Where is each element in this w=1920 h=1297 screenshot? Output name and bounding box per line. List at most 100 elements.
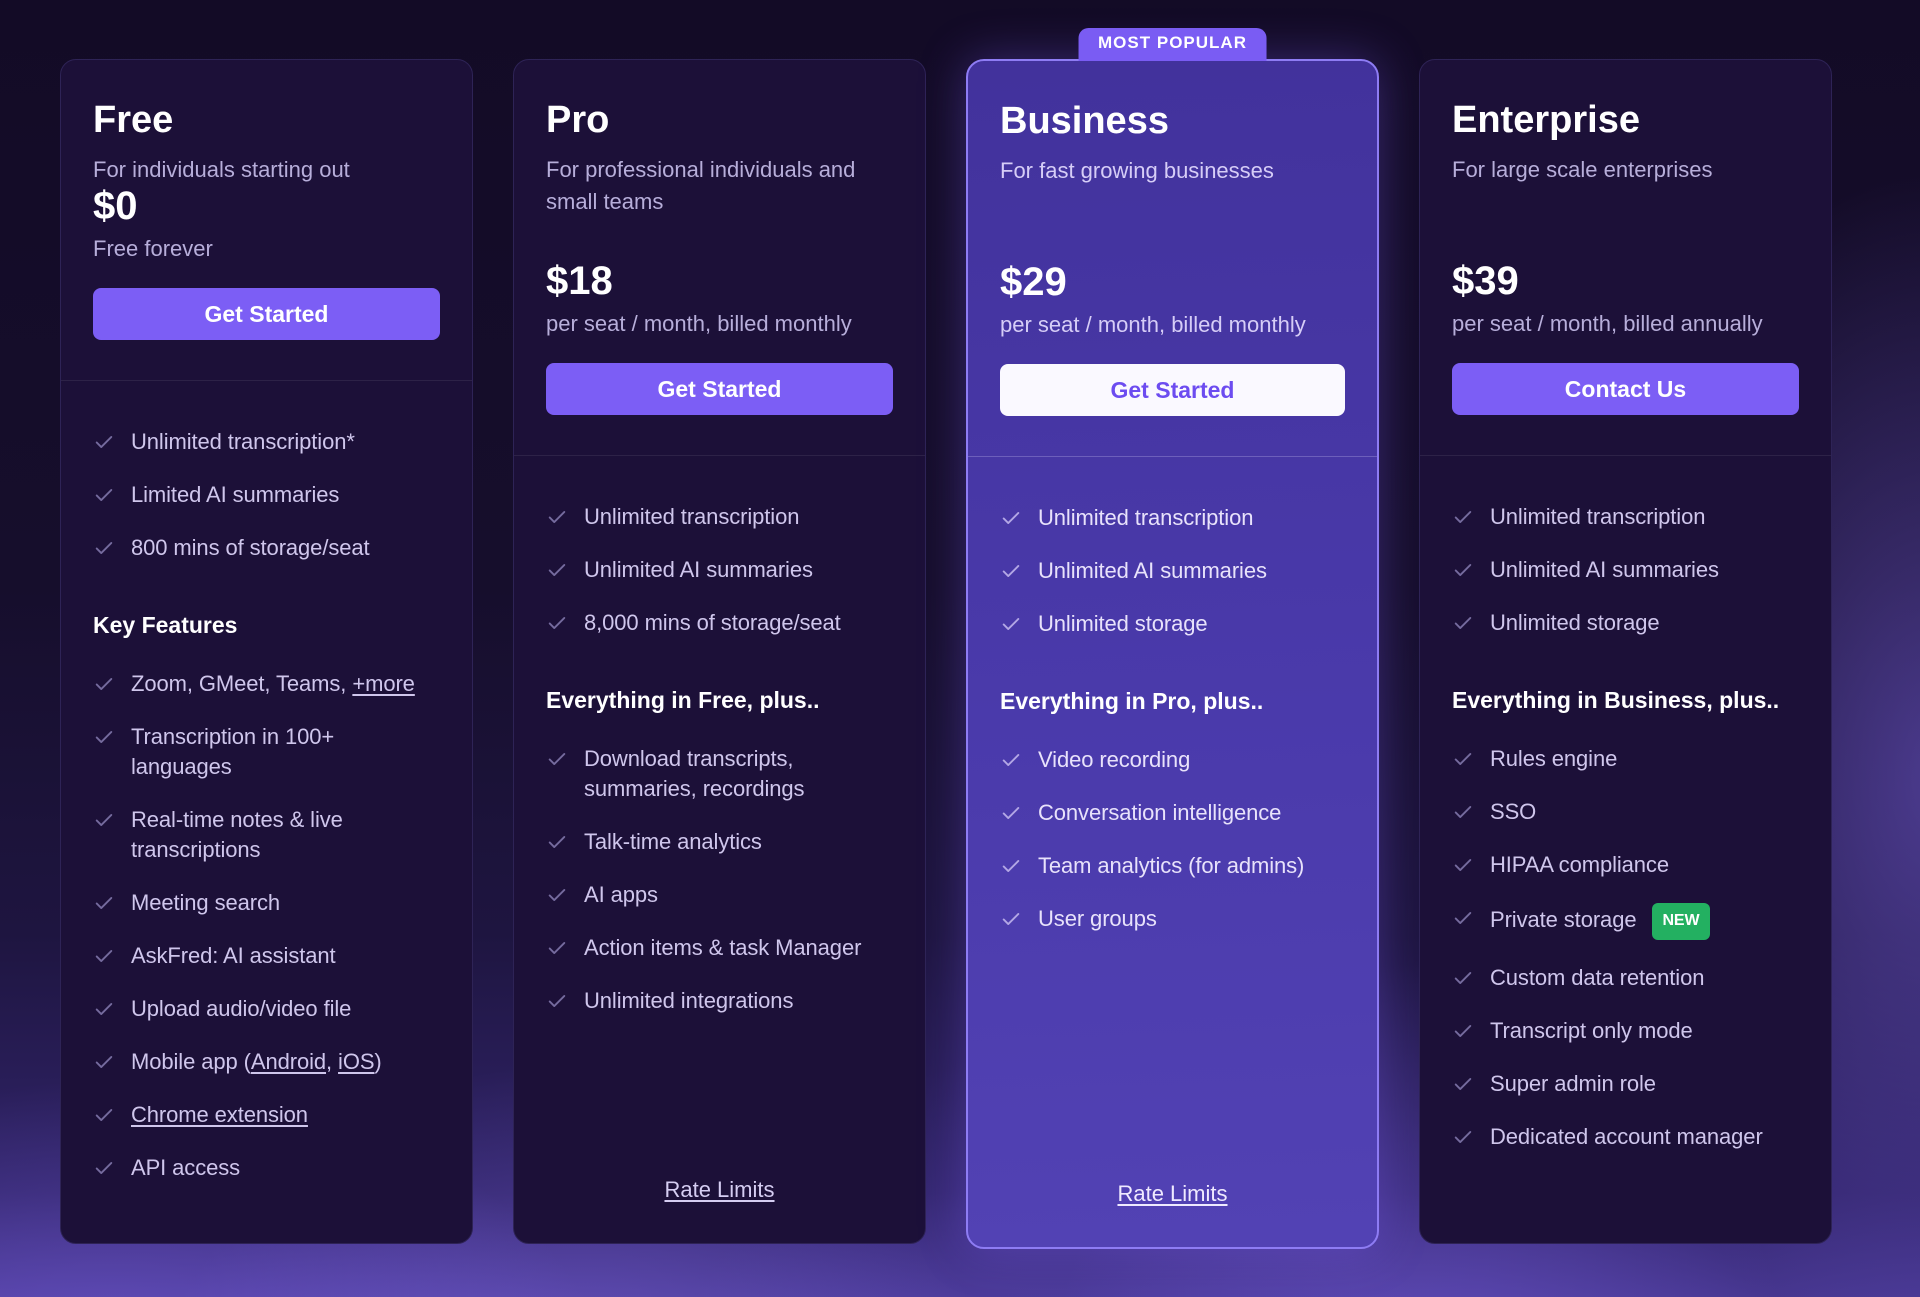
check-icon <box>1454 1025 1472 1037</box>
feature-list-business: Unlimited transcription Unlimited AI sum… <box>968 456 1377 1247</box>
check-icon <box>95 950 113 962</box>
feature-row: Chrome extension <box>93 1100 440 1130</box>
android-app-link[interactable]: Android <box>250 1049 327 1074</box>
get-started-button[interactable]: Get Started <box>1000 364 1345 416</box>
feature-row: Action items & task Manager <box>546 933 893 963</box>
feature-label-part: , <box>326 1049 339 1074</box>
feature-label: Rules engine <box>1490 746 1618 771</box>
chrome-extension-link[interactable]: Chrome extension <box>131 1102 308 1127</box>
check-icon <box>95 1003 113 1015</box>
feature-row: Unlimited transcription <box>1452 502 1799 532</box>
feature-list-enterprise: Unlimited transcription Unlimited AI sum… <box>1420 455 1831 1243</box>
feature-row: Unlimited storage <box>1452 608 1799 638</box>
feature-label: AI apps <box>584 882 658 907</box>
pricing-card-pro: Pro For professional individuals and sma… <box>513 59 926 1244</box>
feature-row: 800 mins of storage/seat <box>93 533 440 563</box>
get-started-button[interactable]: Get Started <box>93 288 440 340</box>
feature-label: Unlimited AI summaries <box>584 557 813 582</box>
check-icon <box>95 678 113 690</box>
feature-row: Meeting search <box>93 888 440 918</box>
feature-label: HIPAA compliance <box>1490 852 1669 877</box>
feature-row: Zoom, GMeet, Teams, +more <box>93 669 440 699</box>
feature-row: Unlimited transcription <box>546 502 893 532</box>
feature-row: Download transcripts, summaries, recordi… <box>546 744 893 804</box>
new-badge: NEW <box>1652 903 1710 940</box>
check-icon <box>1002 913 1020 925</box>
feature-label: Upload audio/video file <box>131 996 352 1021</box>
check-icon <box>1002 807 1020 819</box>
feature-row: Mobile app (Android, iOS) <box>93 1047 440 1077</box>
check-icon <box>548 753 566 765</box>
feature-label: Limited AI summaries <box>131 482 340 507</box>
check-icon <box>95 814 113 826</box>
feature-label: Unlimited transcription <box>584 504 800 529</box>
more-platforms-link[interactable]: +more <box>352 671 415 696</box>
section-heading: Everything in Business, plus.. <box>1452 687 1780 713</box>
check-icon <box>1454 753 1472 765</box>
feature-label: Dedicated account manager <box>1490 1124 1763 1149</box>
feature-row: Real-time notes & live transcriptions <box>93 805 440 865</box>
check-icon <box>1002 860 1020 872</box>
feature-label: Private storage NEW <box>1490 903 1710 940</box>
check-icon <box>1002 754 1020 766</box>
check-icon <box>95 1109 113 1121</box>
plan-title: Business <box>1000 100 1169 142</box>
check-icon <box>95 731 113 743</box>
feature-label: Zoom, GMeet, Teams, +more <box>131 669 415 699</box>
feature-row: Unlimited AI summaries <box>1452 555 1799 585</box>
feature-row: Conversation intelligence <box>1000 798 1345 828</box>
section-heading: Everything in Pro, plus.. <box>1000 688 1264 714</box>
check-icon <box>1454 1131 1472 1143</box>
feature-label: Meeting search <box>131 890 281 915</box>
plan-billing: Free forever <box>93 236 213 261</box>
plan-price: $29 <box>1000 260 1067 304</box>
feature-label: Video recording <box>1038 747 1191 772</box>
feature-label: Unlimited transcription* <box>131 429 355 454</box>
feature-label: Transcript only mode <box>1490 1018 1693 1043</box>
feature-row: Super admin role <box>1452 1069 1799 1099</box>
plan-description: For individuals starting out <box>93 157 350 182</box>
feature-list-pro: Unlimited transcription Unlimited AI sum… <box>514 455 925 1243</box>
feature-row: Rules engine <box>1452 744 1799 774</box>
feature-label: User groups <box>1038 906 1157 931</box>
plan-title: Pro <box>546 99 610 141</box>
feature-row: SSO <box>1452 797 1799 827</box>
plan-price: $18 <box>546 259 613 303</box>
plan-billing: per seat / month, billed monthly <box>1000 312 1306 337</box>
feature-row: Unlimited integrations <box>546 986 893 1016</box>
feature-label: 800 mins of storage/seat <box>131 535 370 560</box>
section-heading: Key Features <box>93 612 238 638</box>
pricing-cards: Free For individuals starting out $0 Fre… <box>60 28 1832 1249</box>
feature-row: Custom data retention <box>1452 963 1799 993</box>
plan-description: For large scale enterprises <box>1452 157 1713 182</box>
feature-label: Real-time notes & live transcriptions <box>131 807 343 862</box>
check-icon <box>1454 1078 1472 1090</box>
check-icon <box>95 897 113 909</box>
card-header-business: Business For fast growing businesses $29… <box>968 61 1377 456</box>
pricing-card-enterprise: Enterprise For large scale enterprises $… <box>1419 59 1832 1244</box>
check-icon <box>95 1162 113 1174</box>
feature-label: Unlimited AI summaries <box>1038 558 1267 583</box>
check-icon <box>95 542 113 554</box>
plan-billing: per seat / month, billed monthly <box>546 311 852 336</box>
check-icon <box>1454 972 1472 984</box>
rate-limits-link[interactable]: Rate Limits <box>664 1177 775 1202</box>
feature-row: Private storage NEW <box>1452 903 1799 940</box>
ios-app-link[interactable]: iOS <box>338 1049 375 1074</box>
check-icon <box>95 489 113 501</box>
check-icon <box>548 889 566 901</box>
check-icon <box>1002 618 1020 630</box>
feature-label: Unlimited storage <box>1038 611 1208 636</box>
feature-row: Upload audio/video file <box>93 994 440 1024</box>
check-icon <box>1002 565 1020 577</box>
feature-row: Unlimited AI summaries <box>546 555 893 585</box>
feature-row: Dedicated account manager <box>1452 1122 1799 1152</box>
rate-limits-link[interactable]: Rate Limits <box>1117 1181 1228 1206</box>
feature-row: HIPAA compliance <box>1452 850 1799 880</box>
check-icon <box>548 617 566 629</box>
feature-row: Limited AI summaries <box>93 480 440 510</box>
contact-us-button[interactable]: Contact Us <box>1452 363 1799 415</box>
feature-label: API access <box>131 1155 241 1180</box>
get-started-button[interactable]: Get Started <box>546 363 893 415</box>
card-header-free: Free For individuals starting out $0 Fre… <box>61 60 472 380</box>
